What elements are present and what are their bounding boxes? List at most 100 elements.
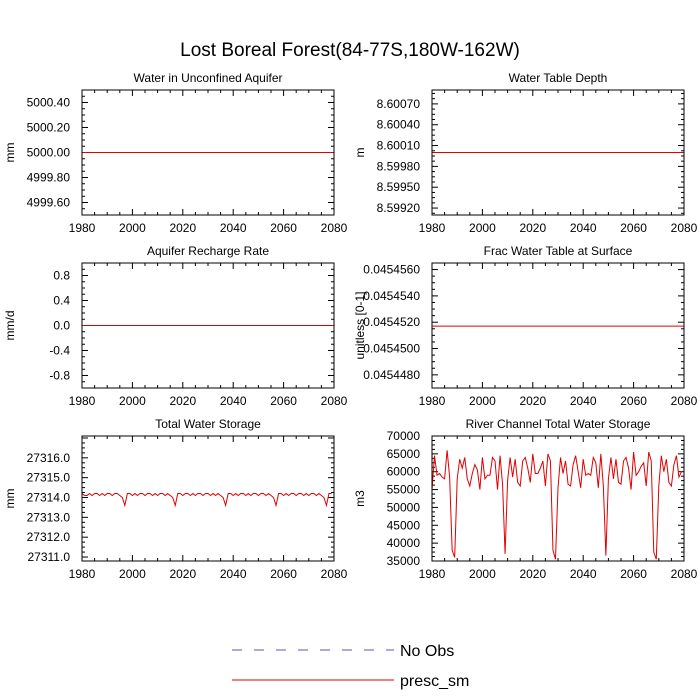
y-axis-label: mm/d (3, 311, 17, 341)
y-tick-label: 8.59950 (377, 180, 421, 194)
y-tick-label: 0.8 (53, 269, 70, 283)
plot-frame (81, 262, 335, 389)
y-tick-label: 0.0454540 (363, 289, 420, 303)
x-tick-label: 2020 (169, 567, 196, 581)
panel-3: Aquifer Recharge Rate mm/d 1980 2000 2020 204… (3, 244, 348, 408)
x-tick-label: 2040 (220, 221, 247, 235)
x-tick-label: 2000 (119, 221, 146, 235)
y-axis-label: mm (3, 143, 17, 163)
y-tick-label: 5000.00 (27, 146, 71, 160)
y-tick-label: -0.4 (49, 344, 70, 358)
y-tick-label: 27312.0 (27, 530, 71, 544)
y-tick-label: 70000 (387, 429, 421, 443)
panels-grid: Water in Unconfined Aquifer mm 1980 2000 202… (3, 71, 698, 581)
y-axis-label: m (353, 148, 367, 158)
x-tick-label: 2080 (321, 394, 348, 408)
y-tick-label: 4999.80 (27, 171, 71, 185)
plot-frame (81, 89, 335, 216)
panel-4: Frac Water Table at Surface unitless [0-1… (353, 244, 698, 408)
y-tick-label: 0.0454500 (363, 342, 420, 356)
x-tick-label: 2020 (169, 221, 196, 235)
panel-title: Aquifer Recharge Rate (147, 244, 269, 258)
series-line-presc_sm (432, 450, 682, 560)
x-tick-label: 2080 (671, 394, 698, 408)
y-tick-label: 0.0 (53, 319, 70, 333)
x-tick-label: 2040 (220, 567, 247, 581)
y-tick-label: 45000 (387, 518, 421, 532)
y-tick-label: 8.60040 (377, 118, 421, 132)
x-tick-label: 1980 (69, 221, 96, 235)
y-tick-label: 8.59980 (377, 159, 421, 173)
series-line-presc_sm (82, 492, 332, 508)
x-tick-label: 2000 (469, 567, 496, 581)
y-tick-label: 27316.0 (27, 451, 71, 465)
x-tick-label: 2060 (270, 394, 297, 408)
x-tick-label: 2060 (620, 221, 647, 235)
plot-frame (431, 89, 685, 216)
y-tick-label: 60000 (387, 465, 421, 479)
plot-frame (431, 435, 685, 562)
y-axis-label: mm (3, 489, 17, 509)
y-tick-label: 27315.0 (27, 471, 71, 485)
plot-frame (81, 435, 335, 562)
y-tick-label: -0.8 (49, 369, 70, 383)
y-tick-label: 5000.40 (27, 96, 71, 110)
x-tick-label: 2060 (270, 221, 297, 235)
panel-title: Frac Water Table at Surface (484, 244, 633, 258)
x-tick-label: 2080 (321, 567, 348, 581)
x-tick-label: 1980 (69, 567, 96, 581)
x-tick-label: 2040 (570, 567, 597, 581)
y-tick-label: 27311.0 (28, 550, 71, 564)
x-tick-label: 2040 (570, 394, 597, 408)
x-tick-label: 2060 (270, 567, 297, 581)
x-tick-label: 2080 (321, 221, 348, 235)
x-tick-label: 2000 (469, 221, 496, 235)
y-tick-label: 65000 (387, 447, 421, 461)
x-tick-label: 2080 (671, 567, 698, 581)
y-tick-label: 0.0454520 (363, 315, 420, 329)
x-tick-label: 2080 (671, 221, 698, 235)
x-tick-label: 2000 (119, 567, 146, 581)
x-tick-label: 2000 (119, 394, 146, 408)
x-tick-label: 1980 (419, 394, 446, 408)
x-tick-label: 2020 (519, 394, 546, 408)
x-tick-label: 1980 (419, 567, 446, 581)
y-tick-label: 0.0454480 (363, 368, 420, 382)
panel-title: Water in Unconfined Aquifer (134, 71, 283, 85)
panel-5: Total Water Storage mm 1980 2000 2020 2040 206… (3, 417, 348, 581)
x-tick-label: 2060 (620, 394, 647, 408)
y-tick-label: 55000 (387, 483, 421, 497)
panel-2: Water Table Depth m 1980 2000 2020 2040 2060 20… (353, 71, 698, 235)
figure-title: Lost Boreal Forest(84-77S,180W-162W) (180, 40, 520, 61)
x-tick-label: 1980 (419, 221, 446, 235)
panel-title: River Channel Total Water Storage (466, 417, 651, 431)
x-tick-label: 1980 (69, 394, 96, 408)
panel-title: Water Table Depth (509, 71, 608, 85)
panel-6: River Channel Total Water Storage m3 1980 2… (353, 417, 698, 581)
panel-title: Total Water Storage (155, 417, 261, 431)
y-tick-label: 0.4 (53, 294, 70, 308)
legend-label: No Obs (400, 643, 454, 660)
y-tick-label: 50000 (387, 500, 421, 514)
y-tick-label: 5000.20 (27, 121, 71, 135)
legend: No Obs presc_sm (232, 643, 469, 690)
y-tick-label: 27313.0 (27, 510, 71, 524)
y-tick-label: 40000 (387, 536, 421, 550)
x-tick-label: 2040 (570, 221, 597, 235)
y-tick-label: 27314.0 (27, 491, 71, 505)
plot-frame (431, 262, 685, 389)
x-tick-label: 2000 (469, 394, 496, 408)
y-tick-label: 8.59920 (377, 201, 421, 215)
y-tick-label: 4999.60 (27, 196, 71, 210)
y-axis-label: m3 (353, 490, 367, 507)
x-tick-label: 2020 (169, 394, 196, 408)
y-axis-label: unitless [0-1] (353, 291, 367, 359)
x-tick-label: 2060 (620, 567, 647, 581)
panel-1: Water in Unconfined Aquifer mm 1980 2000 202… (3, 71, 348, 235)
y-tick-label: 0.0454560 (363, 263, 420, 277)
y-tick-label: 8.60010 (377, 139, 421, 153)
legend-label: presc_sm (400, 673, 469, 690)
x-tick-label: 2020 (519, 567, 546, 581)
x-tick-label: 2040 (220, 394, 247, 408)
